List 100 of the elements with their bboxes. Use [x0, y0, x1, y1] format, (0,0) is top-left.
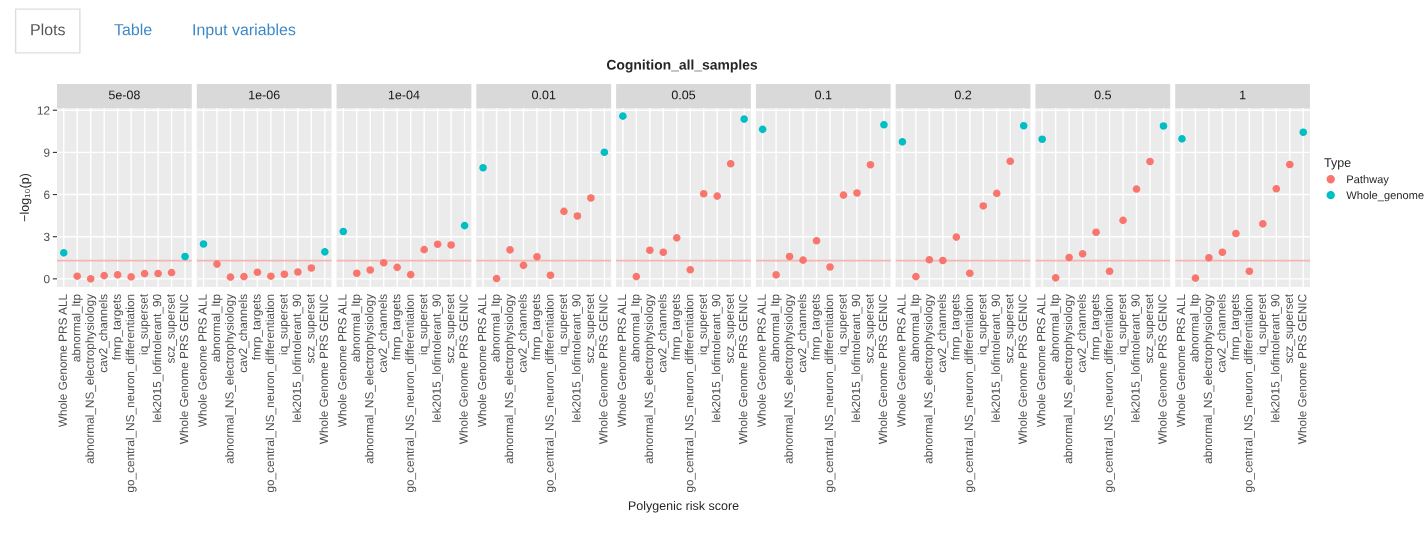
x-tick-label: abnormal_NS_electrophysiology — [1203, 293, 1215, 464]
x-tick-label: abnormal_ltp — [630, 294, 642, 362]
x-tick-label: iq_superset — [558, 294, 570, 355]
x-tick-label: Whole Genome PRS ALL — [477, 294, 487, 428]
legend-label: Pathway — [1347, 175, 1389, 186]
x-tick-label: lek2015_lofintolerant_90 — [571, 294, 583, 422]
x-tick-label: scz_superset — [1005, 294, 1016, 364]
chart-title: 0.01 — [532, 90, 556, 100]
x-tick-label: Whole Genome PRS ALL — [58, 294, 67, 428]
legend-title: Type — [1324, 158, 1351, 170]
x-tick-label: lek2015_lofintolerant_90 — [152, 294, 164, 422]
x-tick-label: cav2_channels — [238, 294, 250, 373]
text: Cognition_all_samples — [606, 59, 758, 73]
x-tick-label: abnormal_ltp — [770, 294, 782, 362]
x-tick-label: abnormal_ltp — [71, 294, 83, 362]
x-tick-label: abnormal_NS_electrophysiology — [364, 293, 376, 464]
x-tick-label: scz_superset — [726, 294, 737, 364]
chart-title: 0.1 — [815, 90, 832, 100]
x-tick-label: go_central_NS_neuron_differentiation — [265, 294, 277, 493]
x-tick-label: Whole Genome PRS GENIC — [179, 294, 189, 445]
x-tick-label: scz_superset — [166, 294, 178, 364]
x-tick-label: lek2015_lofintolerant_90 — [1131, 294, 1142, 422]
legend-label: Whole_genome — [1346, 190, 1424, 202]
x-tick-label: iq_superset — [1117, 294, 1129, 355]
chart-title: 1e-06 — [249, 90, 280, 100]
x-tick-label: lek2015_lofintolerant_90 — [711, 294, 723, 422]
x-tick-label: scz_superset — [865, 294, 876, 364]
x-tick-label: Whole Genome PRS ALL — [896, 294, 906, 428]
x-tick-label: go_central_NS_neuron_differentiation — [824, 294, 836, 493]
x-tick-label: iq_superset — [1257, 294, 1269, 355]
x-tick-label: lek2015_lofintolerant_90 — [432, 294, 444, 422]
y-tick-label: 0 — [43, 274, 50, 284]
x-tick-label: Whole Genome PRS GENIC — [1018, 294, 1027, 445]
x-tick-label: lek2015_lofintolerant_90 — [991, 294, 1003, 422]
x-tick-label: abnormal_NS_electrophysiology — [923, 293, 935, 464]
x-tick-label: go_central_NS_neuron_differentiation — [405, 294, 417, 493]
y-tick-label: 6 — [44, 190, 50, 199]
x-tick-label: Whole Genome PRS GENIC — [598, 294, 608, 445]
x-tick-label: fmrp_targets — [1090, 294, 1102, 361]
x-tick-label: Whole Genome PRS ALL — [1036, 294, 1046, 428]
x-tick-label: scz_superset — [586, 294, 597, 364]
x-tick-label: abnormal_NS_electrophysiology — [784, 293, 796, 464]
x-tick-label: abnormal_NS_electrophysiology — [224, 293, 236, 464]
x-tick-label: go_central_NS_neuron_differentiation — [125, 294, 137, 493]
x-tick-label: cav2_channels — [1077, 294, 1089, 373]
x-tick-label: fmrp_targets — [251, 294, 263, 361]
x-tick-label: go_central_NS_neuron_differentiation — [964, 294, 976, 493]
x-tick-label: scz_superset — [306, 294, 317, 364]
x-tick-label: go_central_NS_neuron_differentiation — [544, 294, 556, 493]
x-tick-label: abnormal_ltp — [351, 294, 363, 362]
x-tick-label: abnormal_NS_electrophysiology — [644, 293, 656, 464]
x-tick-label: cav2_channels — [1216, 294, 1228, 373]
x-tick-label: abnormal_NS_electrophysiology — [504, 293, 516, 464]
x-tick-label: fmrp_targets — [1230, 294, 1242, 361]
x-tick-label: abnormal_NS_electrophysiology — [1063, 293, 1075, 464]
x-tick-label: lek2015_lofintolerant_90 — [1270, 294, 1282, 422]
x-tick-label: iq_superset — [698, 294, 710, 355]
chart-title: 0.2 — [954, 90, 972, 100]
chart-title: 1e-04 — [388, 90, 420, 100]
x-tick-label: fmrp_targets — [531, 294, 543, 361]
x-tick-label: Whole Genome PRS ALL — [757, 294, 766, 428]
x-tick-label: abnormal_ltp — [491, 294, 503, 362]
y-axis-title: −log₁₀(p) — [19, 173, 32, 222]
y-tick-label: 12 — [37, 106, 50, 115]
x-tick-label: cav2_channels — [518, 294, 529, 373]
x-tick-label: lek2015_lofintolerant_90 — [851, 294, 863, 422]
x-tick-label: fmrp_targets — [811, 294, 823, 361]
x-tick-label: abnormal_ltp — [910, 294, 922, 362]
x-tick-label: fmrp_targets — [391, 294, 403, 361]
x-tick-label: cav2_channels — [378, 294, 390, 373]
x-tick-label: scz_superset — [1145, 294, 1156, 364]
x-tick-label: lek2015_lofintolerant_90 — [292, 294, 304, 422]
x-tick-label: Whole Genome PRS ALL — [198, 294, 207, 428]
text: Input variables — [193, 23, 296, 39]
x-tick-label: scz_superset — [446, 294, 457, 364]
x-tick-label: fmrp_targets — [112, 294, 124, 361]
x-tick-label: abnormal_ltp — [211, 294, 223, 362]
chart-title: 0.05 — [671, 90, 696, 100]
x-tick-label: abnormal_ltp — [1050, 294, 1062, 362]
x-tick-label: go_central_NS_neuron_differentiation — [1243, 294, 1255, 493]
x-tick-label: Whole Genome PRS GENIC — [738, 294, 748, 445]
y-tick-label: 3 — [43, 232, 50, 242]
x-tick-label: cav2_channels — [98, 294, 110, 373]
x-tick-label: Whole Genome PRS GENIC — [459, 294, 468, 445]
text: Plots — [31, 23, 65, 36]
x-tick-label: Whole Genome PRS ALL — [617, 294, 627, 428]
x-tick-label: cav2_channels — [937, 294, 949, 373]
x-axis-title: Polygenic risk score — [628, 500, 739, 513]
x-tick-label: Whole Genome PRS GENIC — [319, 294, 328, 445]
x-tick-label: scz_superset — [1285, 294, 1296, 364]
x-tick-label: go_central_NS_neuron_differentiation — [684, 294, 696, 493]
chart-title: 5e-08 — [108, 90, 140, 100]
x-tick-label: Whole Genome PRS GENIC — [878, 294, 888, 445]
x-tick-label: abnormal_ltp — [1189, 294, 1201, 362]
x-tick-label: fmrp_targets — [671, 294, 683, 361]
chart-title: 0.5 — [1094, 90, 1111, 100]
x-tick-label: fmrp_targets — [950, 294, 962, 361]
x-tick-label: cav2_channels — [797, 294, 809, 373]
x-tick-label: abnormal_NS_electrophysiology — [85, 293, 97, 464]
y-tick-label: 9 — [44, 148, 50, 157]
